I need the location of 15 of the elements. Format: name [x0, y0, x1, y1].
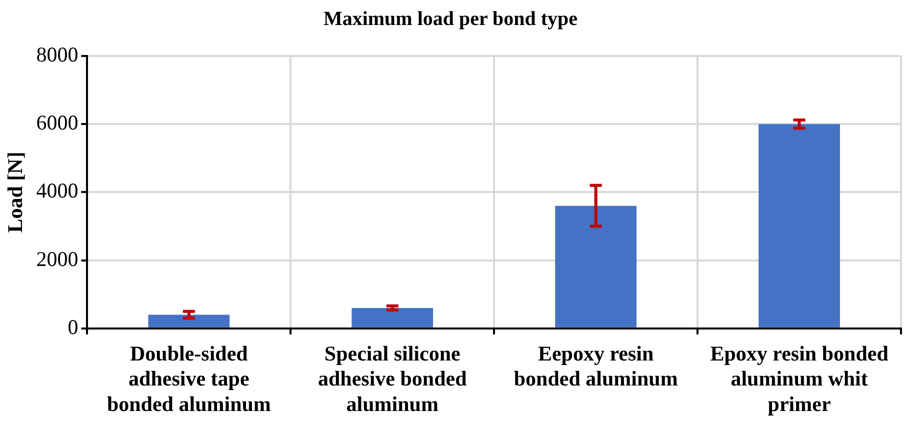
y-tick-label: 6000 — [36, 110, 78, 135]
chart-title: Maximum load per bond type — [323, 8, 578, 30]
y-tick-label: 4000 — [36, 178, 78, 203]
x-tick-label: Special silicone adhesive bonded aluminum — [318, 341, 468, 416]
bar — [148, 314, 230, 328]
y-tick-label: 2000 — [36, 246, 78, 271]
bar — [352, 308, 434, 328]
y-axis-title: Load [N] — [3, 152, 28, 233]
bar — [758, 124, 840, 328]
x-tick-label: Epoxy resin bonded aluminum whit primer — [710, 341, 889, 416]
bar — [555, 206, 637, 328]
y-tick-label: 0 — [68, 314, 78, 339]
x-tick-label: Eepoxy resin bonded aluminum — [514, 341, 678, 391]
y-tick-label: 8000 — [36, 42, 78, 67]
x-tick-label: Double-sided adhesive tape bonded aluminum — [106, 341, 272, 416]
